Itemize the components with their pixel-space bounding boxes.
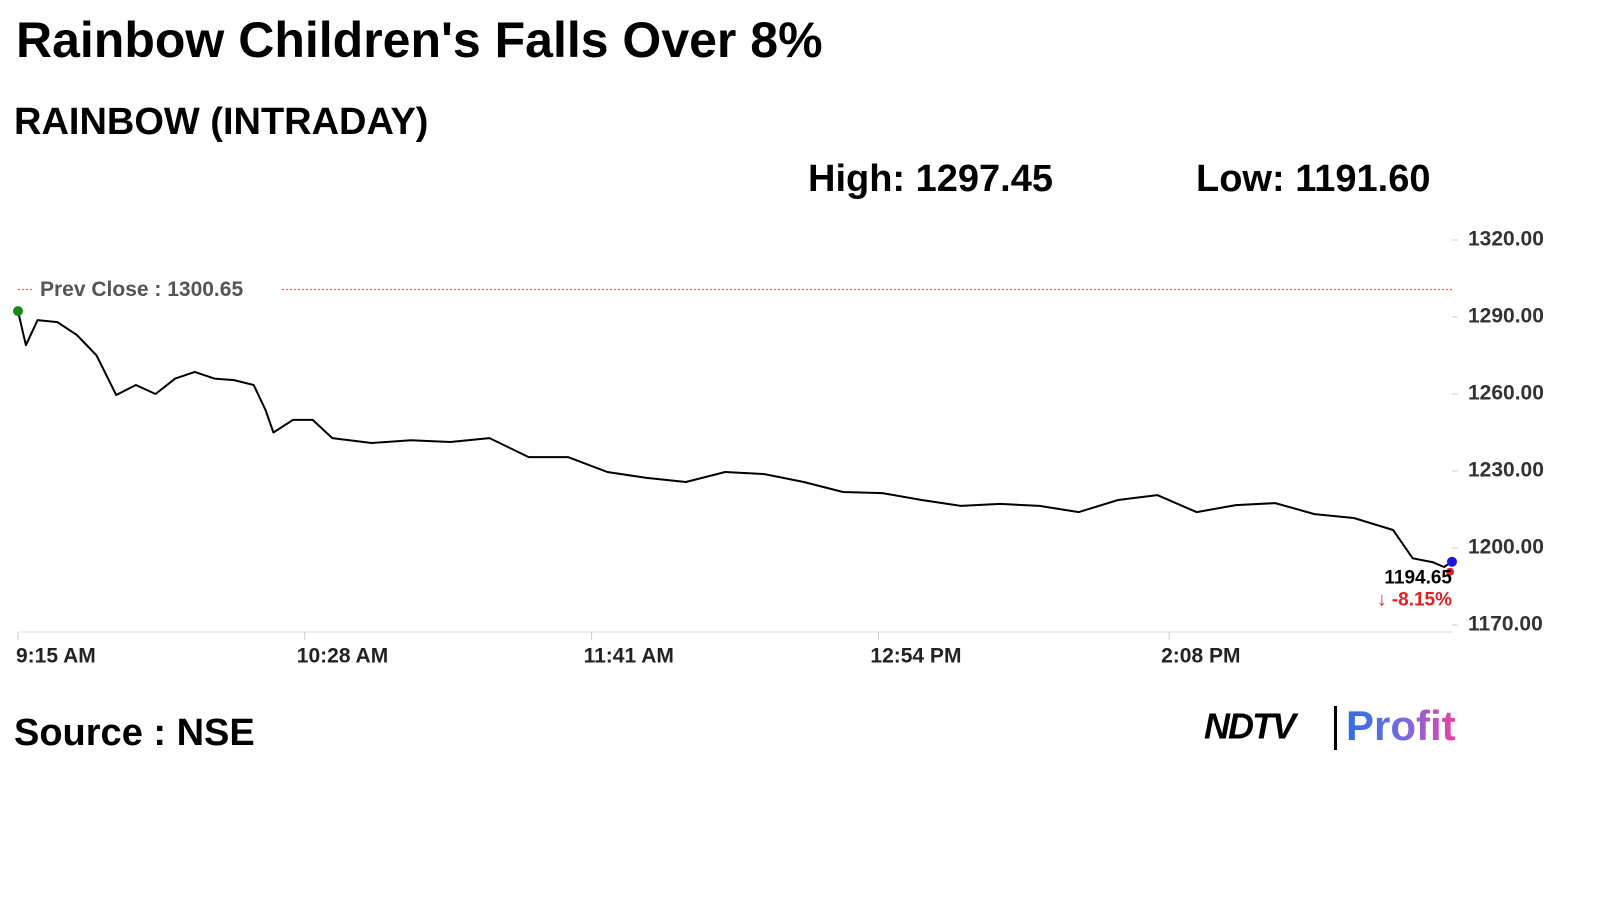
y-tick-label: 1260.00 [1468, 382, 1544, 405]
chart-title: Rainbow Children's Falls Over 8% [16, 12, 823, 68]
high-label: High: 1297.45 [808, 158, 1053, 200]
end-marker [1446, 567, 1454, 576]
x-tick-label: 2:08 PM [1161, 645, 1240, 668]
y-tick-label: 1230.00 [1468, 459, 1544, 482]
y-tick-label: 1320.00 [1468, 228, 1544, 251]
x-tick-label: 10:28 AM [297, 645, 388, 668]
prev-close-label: Prev Close : 1300.65 [40, 278, 243, 301]
y-tick-label: 1290.00 [1468, 305, 1544, 328]
last-price-label: 1194.65 [1384, 568, 1452, 589]
end-point [1447, 556, 1457, 567]
logo-brand: NDTV [1204, 706, 1299, 747]
source: Source : NSE [14, 712, 255, 754]
start-point [13, 306, 23, 317]
chart-subtitle: RAINBOW (INTRADAY) [14, 101, 428, 143]
y-tick-label: 1170.00 [1468, 613, 1543, 636]
x-tick-label: 12:54 PM [870, 645, 961, 668]
change-label: ↓ -8.15% [1377, 590, 1452, 611]
x-tick-label: 9:15 AM [16, 645, 96, 668]
x-tick-label: 11:41 AM [584, 645, 674, 668]
y-tick-label: 1200.00 [1468, 536, 1544, 559]
prev-close-bg [34, 276, 282, 303]
logo-divider [1334, 706, 1337, 750]
logo-product: Profit [1346, 702, 1456, 749]
low-label: Low: 1191.60 [1196, 158, 1430, 200]
price-line [17, 310, 1453, 568]
